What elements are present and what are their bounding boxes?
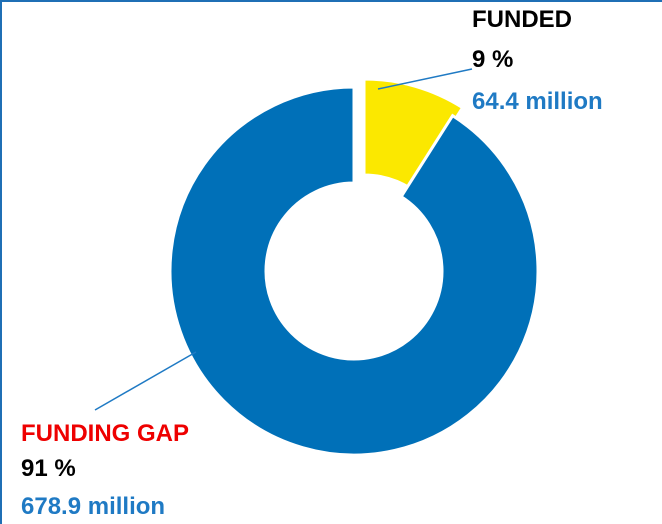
funding-gap-leader-line [94, 351, 197, 411]
funding-gap-amount: 678.9 million [21, 493, 166, 520]
funded-percent: 9 % [472, 46, 514, 73]
funding-gap-label: FUNDING GAP [21, 420, 189, 447]
funded-leader-line [377, 68, 473, 90]
funded-amount: 64.4 million [472, 88, 603, 115]
slices-group [168, 77, 540, 457]
slice-funded [362, 77, 465, 191]
funding-gap-percent: 91 % [21, 455, 76, 482]
slice-funding-gap [168, 85, 540, 457]
funded-label: FUNDED [472, 6, 572, 33]
